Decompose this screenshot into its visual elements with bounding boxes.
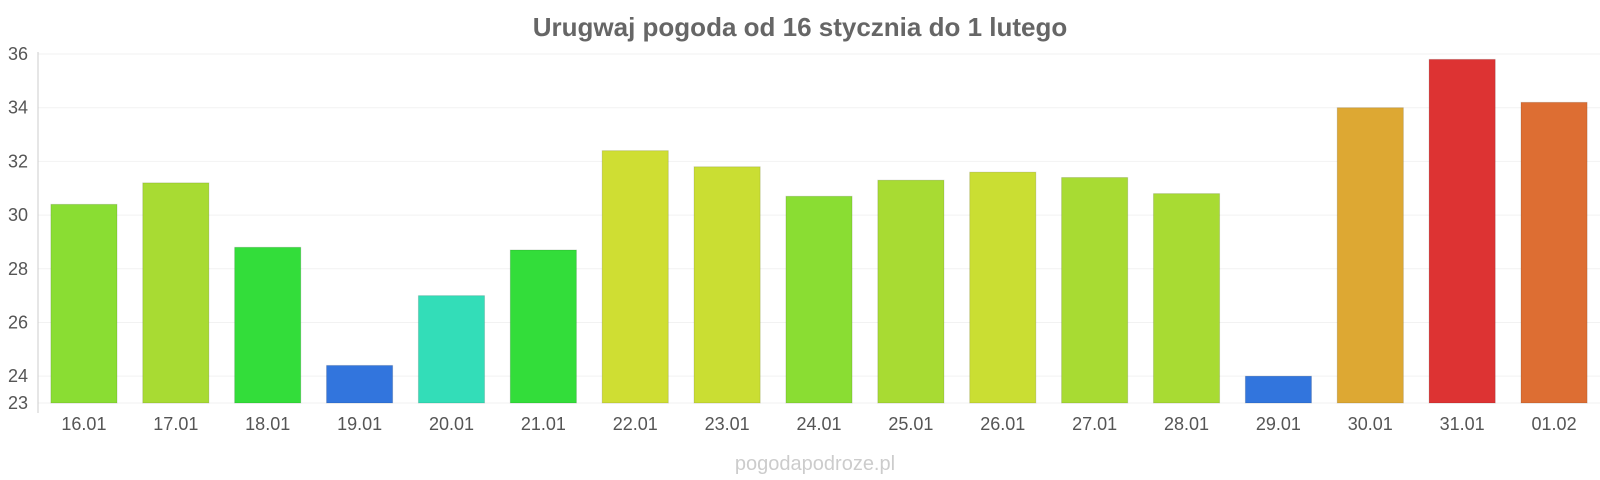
x-tick-label: 26.01 bbox=[980, 414, 1025, 434]
bar-20.01 bbox=[417, 295, 486, 404]
bar-21.01 bbox=[509, 249, 577, 404]
bar-31.01 bbox=[1428, 58, 1496, 404]
x-tick-label: 01.02 bbox=[1532, 414, 1577, 434]
bar-22.01 bbox=[601, 150, 669, 404]
x-tick-label: 19.01 bbox=[337, 414, 382, 434]
bar-01.02 bbox=[1520, 101, 1588, 404]
watermark: pogodapodroze.pl bbox=[735, 453, 895, 475]
y-tick-label: 32 bbox=[8, 151, 28, 171]
y-tick-label: 24 bbox=[8, 366, 28, 386]
y-tick-label: 36 bbox=[8, 44, 28, 64]
bar-26.01 bbox=[969, 171, 1037, 404]
x-tick-label: 25.01 bbox=[888, 414, 933, 434]
bar-27.01 bbox=[1061, 176, 1129, 404]
x-tick-label: 30.01 bbox=[1348, 414, 1393, 434]
x-tick-label: 16.01 bbox=[61, 414, 106, 434]
x-tick-label: 28.01 bbox=[1164, 414, 1209, 434]
x-tick-label: 21.01 bbox=[521, 414, 566, 434]
bar-28.01 bbox=[1152, 193, 1221, 404]
x-tick-label: 27.01 bbox=[1072, 414, 1117, 434]
bar-23.01 bbox=[693, 166, 761, 404]
bar-19.01 bbox=[326, 364, 394, 404]
y-tick-label: 28 bbox=[8, 259, 28, 279]
bar-29.01 bbox=[1244, 375, 1312, 404]
bar-25.01 bbox=[877, 179, 945, 404]
y-tick-label: 34 bbox=[8, 98, 28, 118]
bar-30.01 bbox=[1336, 107, 1404, 404]
x-tick-label: 18.01 bbox=[245, 414, 290, 434]
x-tick-label: 22.01 bbox=[613, 414, 658, 434]
bar-17.01 bbox=[142, 182, 210, 404]
bar-24.01 bbox=[785, 195, 853, 404]
y-tick-label: 30 bbox=[8, 205, 28, 225]
x-tick-label: 17.01 bbox=[153, 414, 198, 434]
bar-18.01 bbox=[234, 246, 302, 404]
y-tick-label: 26 bbox=[8, 312, 28, 332]
bar-16.01 bbox=[50, 203, 118, 404]
y-axis: 23 24 26 28 30 32 34 36 bbox=[8, 44, 39, 413]
x-tick-label: 23.01 bbox=[705, 414, 750, 434]
bars bbox=[50, 58, 1588, 404]
x-tick-label: 24.01 bbox=[796, 414, 841, 434]
x-tick-label: 31.01 bbox=[1440, 414, 1485, 434]
chart-title: Urugwaj pogoda od 16 stycznia do 1 luteg… bbox=[533, 12, 1068, 42]
x-axis: 16.01 17.01 18.01 19.01 20.01 21.01 22.01 23.01… bbox=[61, 414, 1576, 434]
x-tick-label: 29.01 bbox=[1256, 414, 1301, 434]
x-tick-label: 20.01 bbox=[429, 414, 474, 434]
y-tick-label: 23 bbox=[8, 393, 28, 413]
